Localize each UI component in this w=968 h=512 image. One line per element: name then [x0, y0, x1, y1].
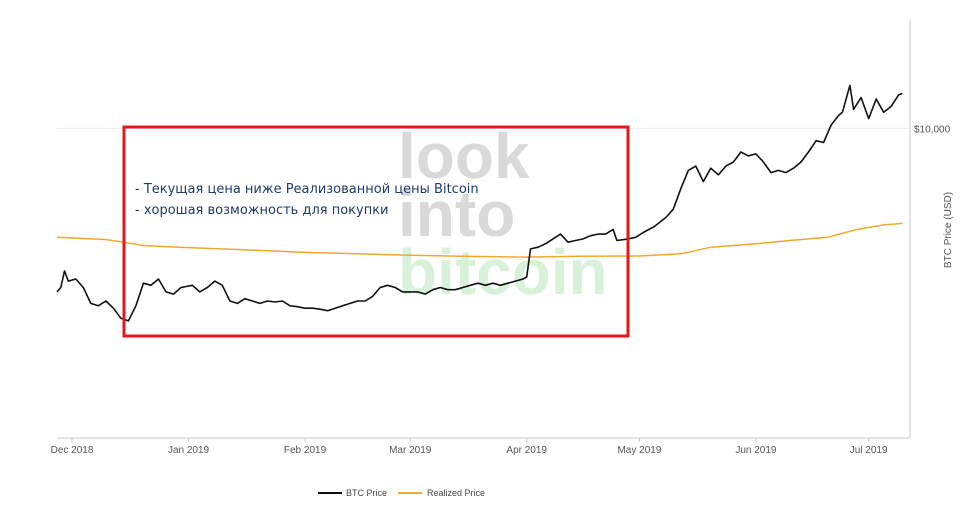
- y-axis-label: BTC Price (USD): [943, 192, 954, 268]
- series-line-btc-price[interactable]: [56, 84, 903, 322]
- series-layer: [56, 84, 903, 322]
- x-tick-label-1: Jan 2019: [168, 445, 210, 456]
- annotation-box: [122, 125, 630, 338]
- x-tick-label-2: Feb 2019: [284, 445, 327, 456]
- y-axis-ticks: $10,000: [914, 124, 951, 135]
- x-tick-label-0: Dec 2018: [51, 445, 94, 456]
- watermark-word-look: look: [398, 120, 530, 192]
- x-tick-label-3: Mar 2019: [389, 445, 432, 456]
- legend: BTC Price Realized Price: [318, 488, 485, 498]
- x-tick-label-7: Jul 2019: [850, 445, 888, 456]
- legend-item-btc-price[interactable]: BTC Price: [318, 488, 387, 498]
- y-tick-label-0: $10,000: [914, 124, 951, 135]
- annotation-line-2: - хорошая возможность для покупки: [135, 203, 389, 218]
- legend-item-realized-price[interactable]: Realized Price: [398, 488, 485, 498]
- legend-label-btc-price: BTC Price: [346, 488, 387, 498]
- watermark-word-into: into: [398, 178, 515, 250]
- watermark-logo: look into bitcoin: [398, 120, 608, 308]
- x-tick-label-4: Apr 2019: [506, 445, 547, 456]
- legend-label-realized-price: Realized Price: [427, 488, 485, 498]
- x-axis-ticks: Dec 2018 Jan 2019 Feb 2019 Mar 2019 Apr 2019…: [51, 438, 888, 456]
- watermark-word-bitcoin: bitcoin: [398, 236, 608, 308]
- x-tick-label-6: Jun 2019: [735, 445, 777, 456]
- x-tick-label-5: May 2019: [617, 445, 661, 456]
- annotation-line-1: - Текущая цена ниже Реализованной цены B…: [135, 182, 479, 197]
- series-line-realized-price[interactable]: [56, 222, 903, 258]
